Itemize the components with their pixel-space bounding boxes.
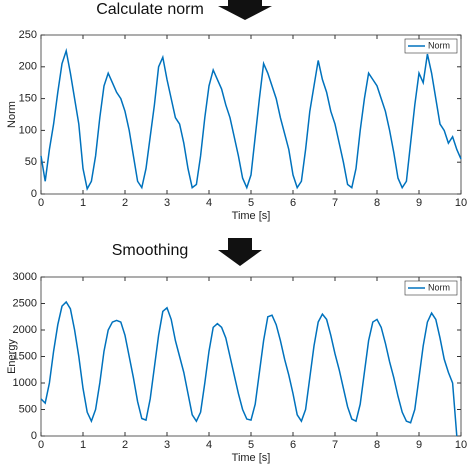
x-tick-label: 2 [122,439,128,451]
y-axis-label: Norm [6,101,18,128]
y-tick-label: 1500 [13,350,37,362]
x-tick-label: 5 [248,197,254,209]
y-tick-label: 200 [19,61,37,73]
x-tick-label: 10 [455,439,467,451]
chart-title: Calculate norm [96,1,204,18]
x-tick-label: 10 [455,197,467,209]
x-axis-label: Time [s] [232,452,271,464]
y-tick-label: 150 [19,93,37,105]
x-tick-label: 6 [290,197,296,209]
x-tick-label: 0 [38,439,44,451]
legend-label: Norm [428,282,450,292]
x-tick-label: 3 [164,197,170,209]
arrow [218,0,272,20]
x-tick-label: 8 [374,439,380,451]
chart-title: Smoothing [112,242,189,259]
x-tick-label: 4 [206,197,212,209]
y-tick-label: 500 [19,403,37,415]
x-tick-label: 1 [80,439,86,451]
arrow [218,238,262,266]
y-tick-label: 0 [31,188,37,200]
x-axis-label: Time [s] [232,210,271,222]
x-tick-label: 0 [38,197,44,209]
y-axis-label: Energy [6,339,18,374]
x-tick-label: 9 [416,197,422,209]
x-tick-label: 7 [332,439,338,451]
x-tick-label: 8 [374,197,380,209]
legend-label: Norm [428,40,450,50]
plot-area [40,34,462,195]
y-tick-label: 0 [31,430,37,442]
x-tick-label: 7 [332,197,338,209]
y-tick-label: 250 [19,29,37,41]
y-tick-label: 2000 [13,324,37,336]
x-tick-label: 5 [248,439,254,451]
data-line [40,300,458,437]
legend-box [404,280,458,296]
y-tick-label: 1000 [13,377,37,389]
x-tick-label: 1 [80,197,86,209]
data-line [40,47,462,192]
x-tick-label: 2 [122,197,128,209]
y-tick-label: 100 [19,124,37,136]
x-tick-label: 9 [416,439,422,451]
x-tick-label: 3 [164,439,170,451]
y-tick-label: 50 [25,156,37,168]
y-tick-label: 3000 [13,271,37,283]
legend-box [404,38,458,54]
y-tick-label: 2500 [13,297,37,309]
x-tick-label: 6 [290,439,296,451]
x-tick-label: 4 [206,439,212,451]
